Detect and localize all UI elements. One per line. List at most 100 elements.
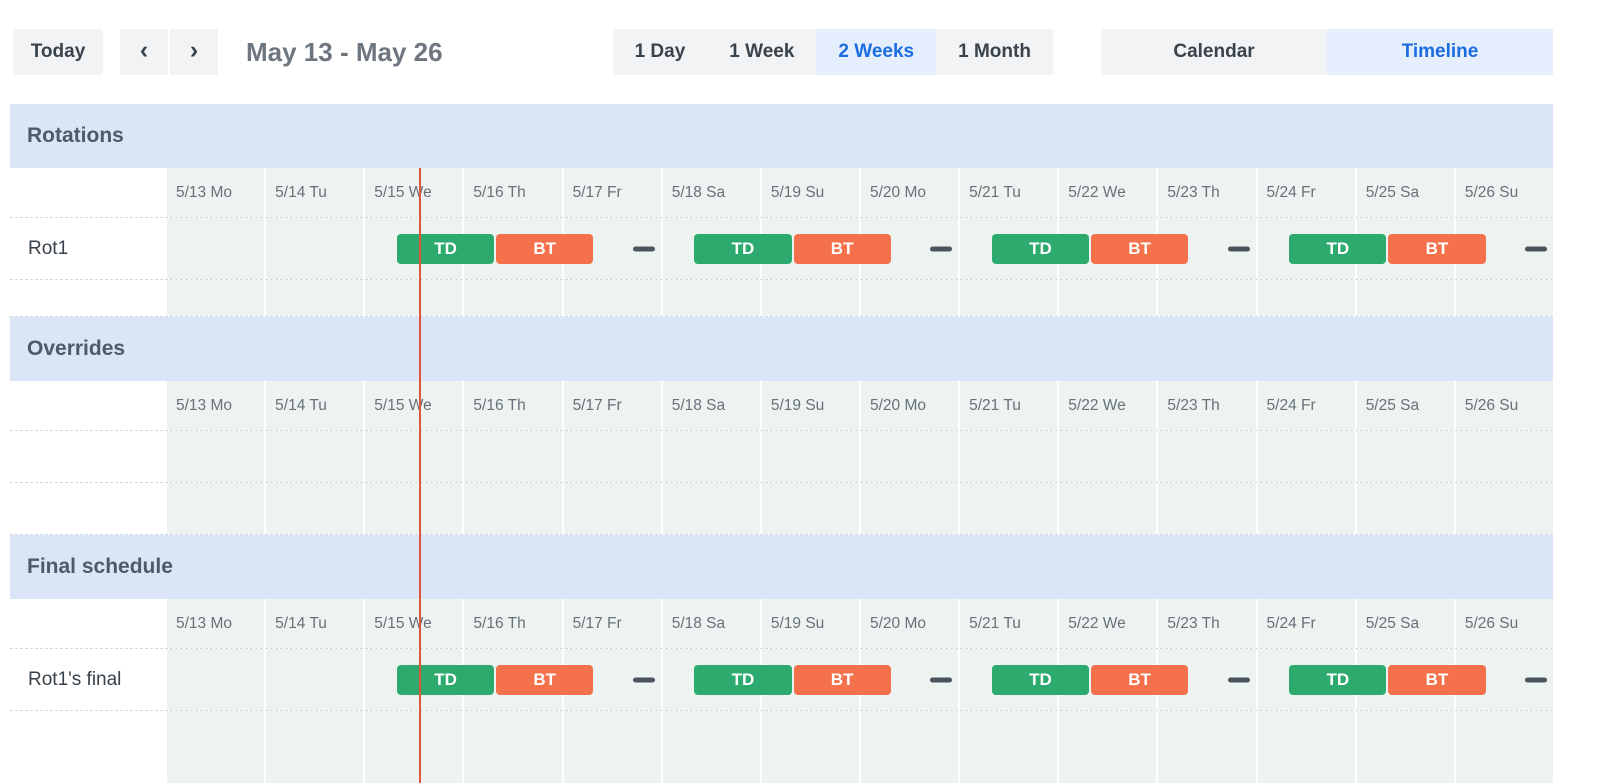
dates-row: 5/13 Mo 5/14 Tu 5/15 We 5/16 Th 5/17 Fr 5/18 … [10, 599, 1553, 649]
day-cell [264, 218, 364, 279]
day-area [165, 431, 1553, 482]
day-header-label: 5/21 Tu [969, 396, 1021, 414]
day-header-label: 5/19 Su [770, 614, 825, 632]
day-header-cell: 5/14 Tu [264, 599, 364, 648]
day-header-label: 5/18 Sa [671, 614, 726, 632]
day-cell [264, 483, 364, 534]
day-headers: 5/13 Mo 5/14 Tu 5/15 We 5/16 Th 5/17 Fr 5/18 … [165, 381, 1553, 430]
day-header-cell: 5/21 Tu [958, 599, 1058, 648]
shift-bar-bt[interactable]: BT [496, 664, 594, 695]
day-header-cell: 5/18 Sa [660, 599, 760, 648]
day-header-label: 5/20 Mo [869, 396, 926, 414]
shift-bar-td[interactable]: TD [991, 233, 1089, 264]
day-header-label: 5/26 Su [1464, 396, 1519, 414]
dates-row-spacer [10, 168, 165, 217]
today-button[interactable]: Today [13, 29, 103, 75]
day-header-label: 5/14 Tu [275, 614, 327, 632]
day-cell [561, 711, 661, 783]
day-cell [363, 431, 463, 482]
day-header-cell: 5/26 Su [1453, 599, 1553, 648]
day-header-cell: 5/13 Mo [165, 599, 265, 648]
day-area [165, 483, 1553, 534]
day-header-label: 5/22 We [1068, 396, 1126, 414]
day-header-label: 5/24 Fr [1266, 614, 1316, 632]
shift-bar-td[interactable]: TD [1289, 664, 1387, 695]
next-button[interactable]: › [170, 29, 218, 75]
zoom-option-1-week[interactable]: 1 Week [707, 29, 817, 75]
day-header-cell: 5/26 Su [1453, 381, 1553, 430]
day-header-cell: 5/17 Fr [561, 599, 661, 648]
day-cell [264, 280, 364, 316]
day-header-cell: 5/17 Fr [561, 381, 661, 430]
shift-bar-td[interactable]: TD [1289, 233, 1387, 264]
row-label: Rot1 [10, 218, 165, 279]
day-header-label: 5/19 Su [770, 183, 825, 201]
shift-bar-bt[interactable]: BT [1388, 664, 1486, 695]
day-cell [958, 483, 1058, 534]
zoom-option-2-weeks[interactable]: 2 Weeks [816, 29, 937, 75]
day-header-label: 5/16 Th [473, 396, 526, 414]
day-headers: 5/13 Mo 5/14 Tu 5/15 We 5/16 Th 5/17 Fr 5/18 … [165, 599, 1553, 648]
day-header-label: 5/23 Th [1167, 614, 1220, 632]
day-cell [1156, 483, 1256, 534]
zoom-option-1-month[interactable]: 1 Month [936, 29, 1053, 75]
day-header-cell: 5/18 Sa [660, 168, 760, 217]
dates-row-spacer [10, 599, 165, 648]
empty-row [10, 711, 1553, 783]
day-header-label: 5/20 Mo [869, 614, 926, 632]
zoom-switcher: 1 Day 1 Week 2 Weeks 1 Month [612, 29, 1053, 75]
day-cell [1255, 280, 1355, 316]
day-cell [958, 431, 1058, 482]
day-header-label: 5/20 Mo [869, 183, 926, 201]
day-header-cell: 5/18 Sa [660, 381, 760, 430]
day-cell [660, 711, 760, 783]
day-header-label: 5/25 Sa [1365, 396, 1420, 414]
prev-button[interactable]: ‹ [120, 29, 168, 75]
view-option-timeline[interactable]: Timeline [1327, 29, 1553, 75]
section-title: Rotations [27, 124, 124, 147]
day-header-cell: 5/13 Mo [165, 381, 265, 430]
day-header-cell: 5/19 Su [759, 381, 859, 430]
shift-bar-bt[interactable]: BT [1388, 233, 1486, 264]
day-header-label: 5/24 Fr [1266, 183, 1316, 201]
day-cell [264, 711, 364, 783]
day-header-label: 5/13 Mo [176, 614, 233, 632]
day-cell [759, 483, 859, 534]
day-header-label: 5/25 Sa [1365, 183, 1420, 201]
shift-bar-td[interactable]: TD [397, 233, 495, 264]
day-header-label: 5/23 Th [1167, 183, 1220, 201]
gap-dash-icon [1525, 677, 1548, 682]
day-header-cell: 5/24 Fr [1255, 381, 1355, 430]
day-cell [1057, 711, 1157, 783]
zoom-option-1-day[interactable]: 1 Day [612, 29, 708, 75]
shift-bar-td[interactable]: TD [991, 664, 1089, 695]
day-header-cell: 5/25 Sa [1354, 168, 1454, 217]
day-header-cell: 5/17 Fr [561, 168, 661, 217]
shift-bar-bt[interactable]: BT [793, 233, 891, 264]
shift-bar-td[interactable]: TD [694, 664, 792, 695]
day-header-cell: 5/20 Mo [858, 381, 959, 430]
day-cell [363, 280, 463, 316]
current-time-line [418, 168, 421, 783]
shift-bar-bt[interactable]: BT [793, 664, 891, 695]
day-cell [759, 431, 859, 482]
day-cell [759, 711, 859, 783]
shift-bar-bt[interactable]: BT [1091, 664, 1189, 695]
row-label [10, 280, 165, 316]
shift-bar-td[interactable]: TD [694, 233, 792, 264]
day-cell [1255, 483, 1355, 534]
shift-bar-td[interactable]: TD [397, 664, 495, 695]
shift-bar-bt[interactable]: BT [496, 233, 594, 264]
day-cell [1453, 483, 1553, 534]
day-cell [462, 280, 562, 316]
dates-row: 5/13 Mo 5/14 Tu 5/15 We 5/16 Th 5/17 Fr 5/18 … [10, 381, 1553, 431]
row-label [10, 431, 165, 482]
day-header-label: 5/15 We [374, 183, 432, 201]
day-header-cell: 5/15 We [363, 599, 463, 648]
view-option-calendar[interactable]: Calendar [1101, 29, 1327, 75]
shift-bar-bt[interactable]: BT [1091, 233, 1189, 264]
day-header-cell: 5/23 Th [1156, 599, 1256, 648]
day-cell [660, 483, 760, 534]
overrides-header-band: Overrides [10, 317, 1553, 381]
day-cell [1057, 280, 1157, 316]
